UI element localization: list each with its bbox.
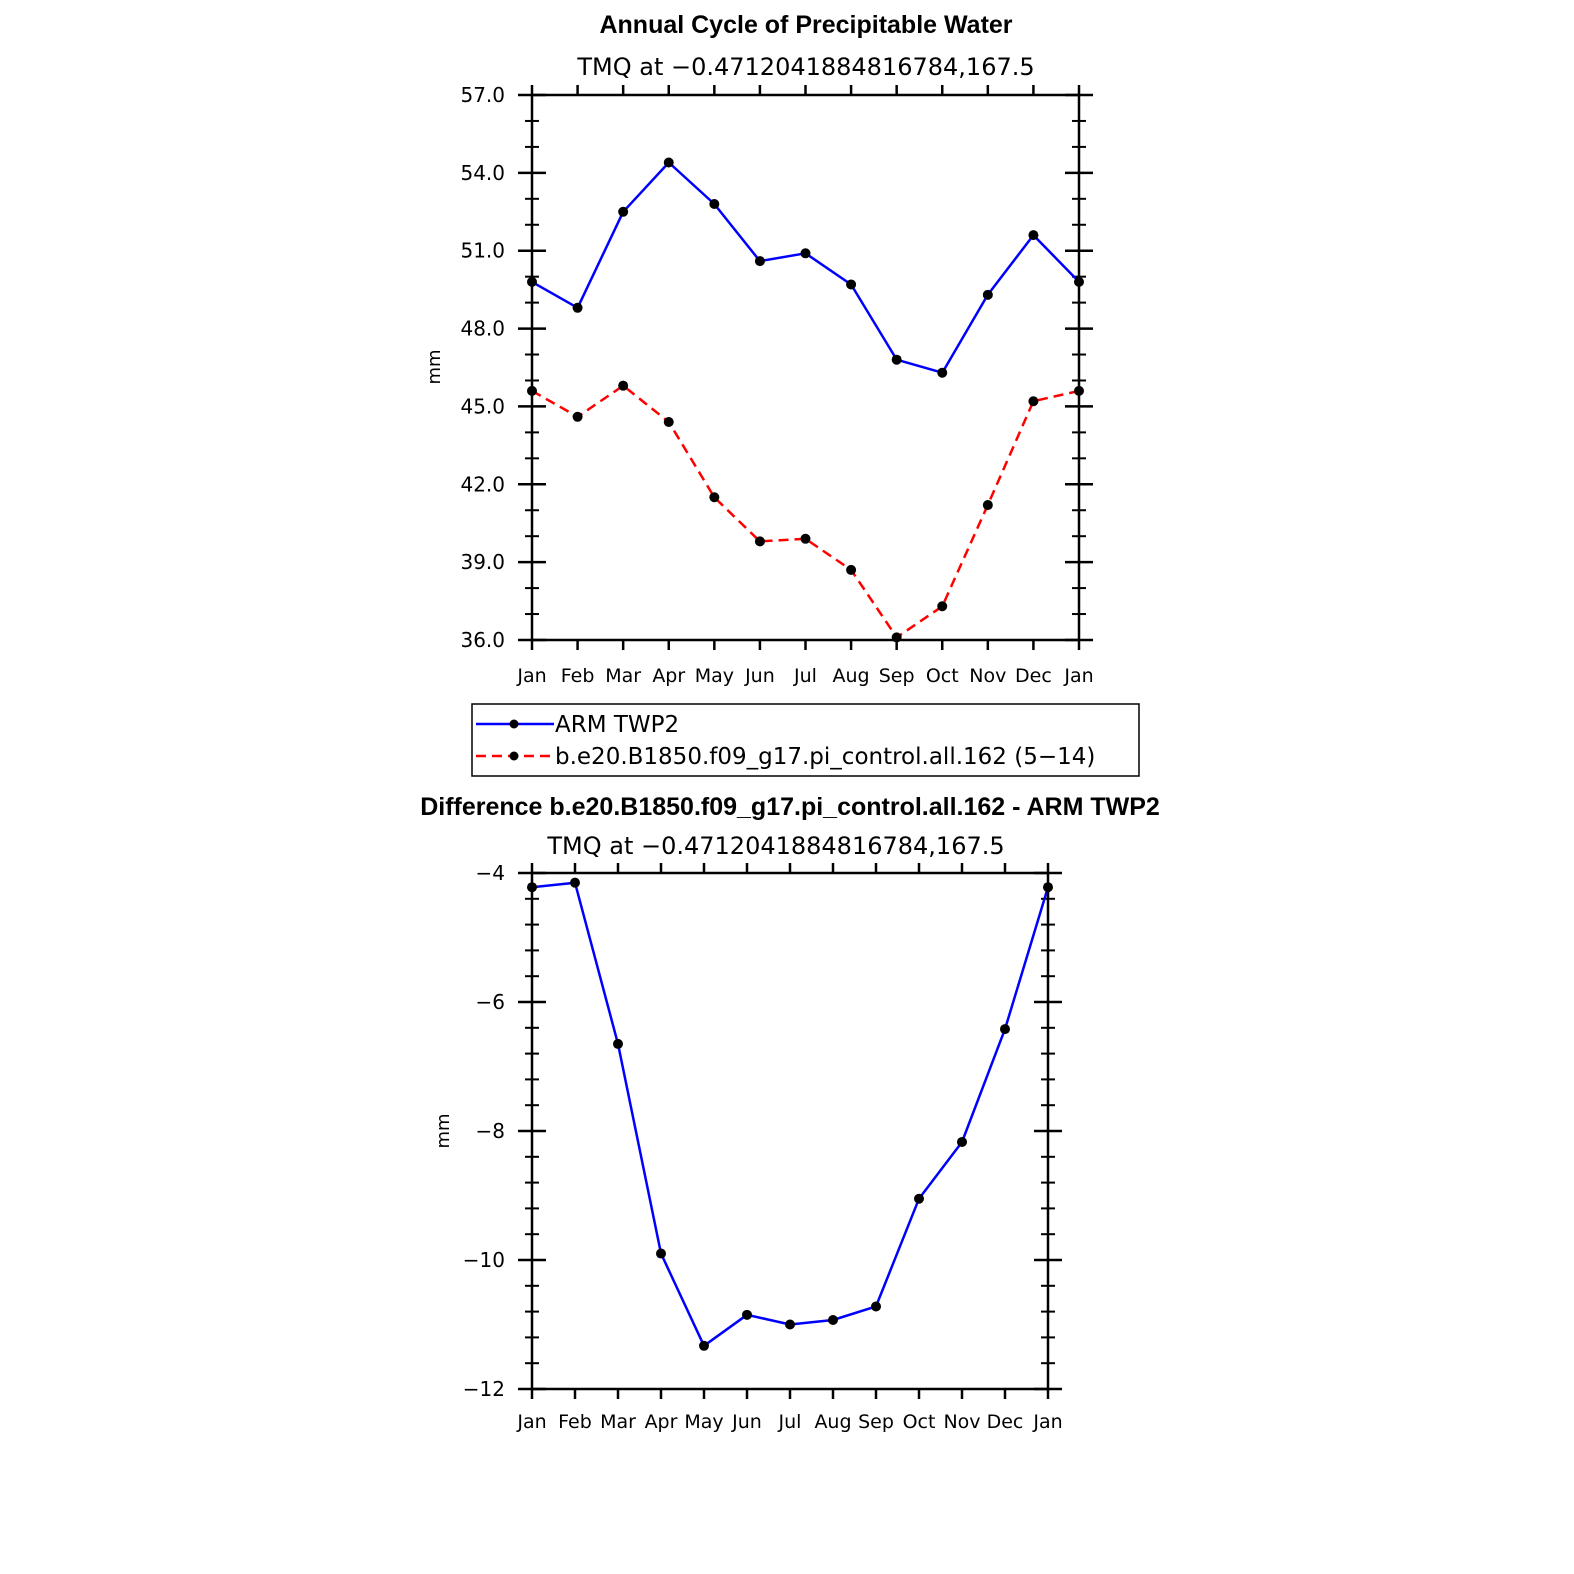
data-point: [618, 206, 629, 217]
y-tick-label: 57.0: [460, 83, 505, 107]
data-point: [1028, 230, 1039, 241]
series-line-0: [531, 161, 1080, 374]
data-point: [785, 1319, 795, 1330]
chart-subtitle: TMQ at −0.4712041884816784,167.5: [576, 53, 1034, 81]
legend-label-model: b.e20.B1850.f09_g17.pi_control.all.162 (…: [555, 744, 1095, 770]
plot-frame: [530, 93, 1081, 642]
data-point: [846, 564, 857, 575]
data-point: [1028, 396, 1039, 407]
series-line-0: [531, 881, 1050, 1348]
x-tick-label: Jun: [731, 1411, 762, 1433]
x-tick-label: Mar: [600, 1411, 636, 1433]
data-point: [871, 1301, 881, 1312]
data-point: [800, 248, 811, 259]
difference-chart: Difference b.e20.B1850.f09_g17.pi_contro…: [420, 793, 1160, 1433]
x-tick-label: Apr: [645, 1411, 678, 1433]
data-point: [1000, 1024, 1010, 1035]
y-tick-label: −12: [463, 1377, 505, 1401]
y-tick-label: 54.0: [460, 161, 505, 185]
data-point: [699, 1340, 709, 1351]
y-tick-label: 51.0: [460, 239, 505, 263]
y-tick-label: −10: [463, 1248, 505, 1272]
y-tick-label: −4: [476, 861, 505, 885]
x-tick-label: May: [695, 665, 734, 687]
x-tick-label: Nov: [943, 1411, 980, 1433]
data-point: [754, 256, 765, 267]
x-tick-label: Dec: [987, 1411, 1024, 1433]
y-tick-label: −8: [476, 1119, 505, 1143]
x-tick-label: Aug: [833, 665, 870, 687]
x-tick-label: Mar: [605, 665, 641, 687]
y-axis-title: mm: [424, 349, 445, 384]
legend: ARM TWP2 b.e20.B1850.f09_g17.pi_control.…: [471, 703, 1140, 777]
data-point: [572, 302, 583, 313]
data-point: [914, 1193, 924, 1204]
x-tick-label: Nov: [969, 665, 1006, 687]
x-tick-label: Oct: [903, 1411, 936, 1433]
data-point: [937, 601, 948, 612]
x-tick-label: Jan: [516, 665, 546, 687]
x-tick-label: Feb: [558, 1411, 592, 1433]
data-point: [754, 536, 765, 547]
x-tick-label: Jul: [778, 1411, 802, 1433]
data-point: [709, 199, 720, 209]
data-point: [846, 279, 857, 290]
data-point: [656, 1248, 666, 1259]
data-point: [957, 1136, 967, 1147]
chart-subtitle: TMQ at −0.4712041884816784,167.5: [546, 832, 1004, 860]
chart-title: Annual Cycle of Precipitable Water: [599, 11, 1012, 39]
legend-box: [471, 703, 1140, 777]
data-point: [982, 500, 993, 511]
legend-label-arm: ARM TWP2: [555, 712, 679, 738]
x-tick-label: Jan: [1032, 1411, 1062, 1433]
data-point: [800, 533, 811, 544]
x-tick-label: Jun: [744, 665, 775, 687]
data-point: [937, 367, 948, 378]
x-tick-label: Feb: [561, 665, 595, 687]
y-tick-label: 48.0: [460, 317, 505, 341]
legend-marker-arm: [509, 719, 519, 729]
data-point: [982, 289, 993, 300]
legend-marker-model: [509, 751, 519, 761]
chart-title: Difference b.e20.B1850.f09_g17.pi_contro…: [420, 793, 1160, 821]
y-tick-label: 39.0: [460, 550, 505, 574]
y-tick-label: 45.0: [460, 394, 505, 418]
data-point: [570, 877, 580, 888]
data-point: [891, 354, 902, 365]
y-axis-title: mm: [433, 1113, 454, 1148]
data-point: [709, 492, 720, 503]
x-tick-label: Apr: [652, 665, 685, 687]
series-line-1: [531, 384, 1080, 639]
y-tick-label: −6: [476, 990, 505, 1014]
x-tick-label: Sep: [858, 1411, 894, 1433]
data-point: [572, 411, 583, 422]
data-point: [742, 1309, 752, 1320]
data-point: [618, 380, 629, 391]
y-tick-label: 36.0: [460, 628, 505, 652]
x-tick-label: Dec: [1015, 665, 1052, 687]
x-tick-label: Jan: [1063, 665, 1093, 687]
x-tick-label: Aug: [814, 1411, 851, 1433]
x-tick-label: Sep: [879, 665, 915, 687]
x-tick-label: Jul: [793, 665, 817, 687]
annual-cycle-chart: Annual Cycle of Precipitable Water TMQ a…: [424, 11, 1094, 687]
x-tick-label: May: [684, 1411, 723, 1433]
data-point: [613, 1038, 623, 1049]
data-point: [828, 1314, 838, 1325]
plot-frame: [530, 871, 1050, 1391]
x-tick-label: Jan: [516, 1411, 546, 1433]
y-tick-label: 42.0: [460, 472, 505, 496]
data-point: [663, 417, 674, 427]
data-point: [663, 157, 674, 168]
x-tick-label: Oct: [926, 665, 959, 687]
